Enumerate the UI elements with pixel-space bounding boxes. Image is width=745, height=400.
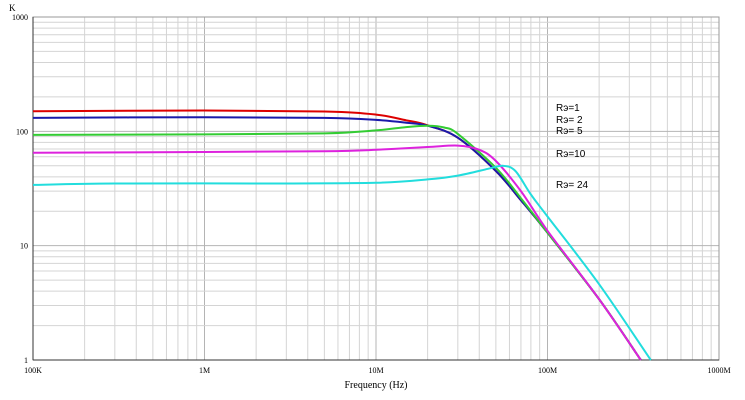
y-tick-label: 10 <box>20 242 28 251</box>
x-axis-label: Frequency (Hz) <box>344 380 407 391</box>
x-tick-label: 10M <box>368 366 383 375</box>
y-axis-label: K <box>9 3 16 13</box>
series-annotation-3: Rэ= 5 <box>556 126 583 137</box>
x-tick-label: 100M <box>538 366 557 375</box>
tick-labels: 100K 1M 10M 100M 1000M 1000 100 10 1 <box>12 13 731 375</box>
series-annotation-1: Rэ=1 <box>556 103 580 114</box>
series-annotation-4: Rэ=10 <box>556 149 586 160</box>
x-tick-label: 100K <box>24 366 42 375</box>
x-tick-label: 1M <box>199 366 210 375</box>
series-line-4 <box>32 144 642 361</box>
y-tick-label: 1000 <box>12 13 28 22</box>
series-line-5 <box>32 164 652 361</box>
series-annotations: Rэ=1Rэ= 2Rэ= 5 Rэ=10 Rэ= 24 <box>556 103 589 191</box>
y-tick-label: 100 <box>16 127 28 136</box>
series-annotation-5: Rэ= 24 <box>556 180 589 191</box>
plot-axes <box>32 16 720 361</box>
series-line-2 <box>32 116 642 361</box>
x-tick-label: 1000M <box>707 366 730 375</box>
series-line-3 <box>32 124 642 361</box>
plot-series <box>32 109 652 361</box>
y-tick-label: 1 <box>24 356 28 365</box>
series-annotation-2: Rэ= 2 <box>556 115 583 126</box>
